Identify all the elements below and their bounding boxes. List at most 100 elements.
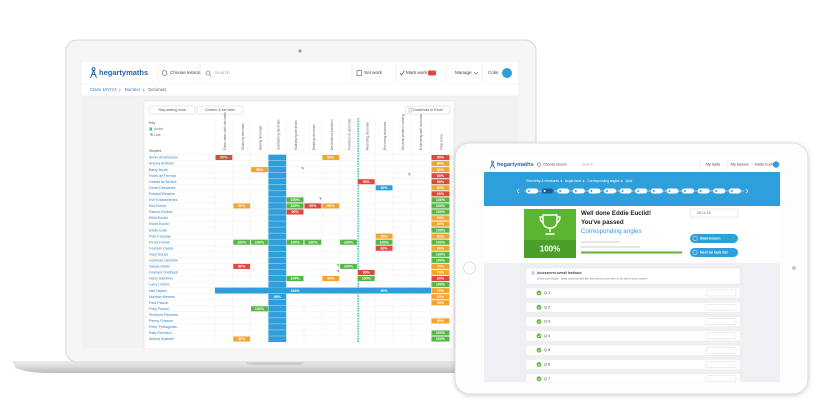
progress-step[interactable] [682,188,694,194]
student-name[interactable]: Pete Faraday [149,234,171,238]
button[interactable] [196,105,244,115]
question-button[interactable] [705,332,737,340]
student-name[interactable]: Ella Euclid [149,204,166,208]
choose-lesson[interactable]: Choose lesson [543,162,567,166]
progress-step[interactable] [541,188,554,194]
question-label[interactable]: Q 6 [544,363,550,367]
button[interactable] [405,105,451,115]
question-row[interactable] [525,330,741,342]
progress-step[interactable] [619,188,632,194]
question-button[interactable] [705,304,737,311]
user-name[interactable]: Eddie Euclid [755,162,775,166]
my-tasks[interactable]: My tasks [706,162,720,166]
button-label[interactable]: Download to Excel [413,108,443,112]
button-label[interactable]: Next on task list [700,251,728,255]
student-name[interactable]: Barry Boole [149,168,168,172]
progress-step[interactable] [526,188,538,194]
button[interactable] [690,248,738,257]
student-name[interactable]: Eve Eratosthenes [149,198,178,202]
question-button[interactable] [705,361,737,368]
breadcrumb-item[interactable]: Corresponding angles [587,179,620,183]
progress-step[interactable] [650,188,663,194]
set-work[interactable]: Set work [364,70,383,75]
student-name[interactable]: Fiona Fourier [149,240,171,244]
progress-step[interactable] [713,188,726,194]
question-label[interactable]: Q 2 [544,305,550,309]
breadcrumb-item[interactable]: Geometry & measures [526,179,559,183]
progress-step[interactable] [604,188,616,194]
student-name[interactable]: Frank de Fermat [149,174,176,178]
progress-step[interactable] [728,188,741,194]
button[interactable] [148,105,196,115]
progress-step[interactable] [588,188,601,194]
button-label[interactable]: Start lesson [700,237,721,241]
student-name[interactable]: Denis Descartes [149,186,176,190]
student-name[interactable]: Gassa Godel [149,265,170,269]
student-name[interactable]: Graham Galois [149,246,173,250]
student-name[interactable]: Neil Napier [149,289,168,293]
student-name[interactable]: Penny Poisson [149,319,173,323]
user-avatar[interactable] [772,161,780,168]
student-name[interactable]: Elliot Euclid [149,216,168,220]
score-label: 70% [437,271,445,275]
score-label: 100% [436,252,446,256]
student-name[interactable]: Antony Aristotle [149,337,174,341]
student-name[interactable]: Ewan Euclid [149,222,169,226]
question-button[interactable] [705,318,737,325]
student-name[interactable]: Precious Pecorino [149,313,178,317]
button-label[interactable]: Stop setting work [158,108,186,112]
question-row[interactable] [525,302,741,313]
progress-step[interactable] [666,188,679,194]
question-button[interactable] [705,375,737,382]
student-name[interactable]: Paul Pascal [149,301,168,305]
question-label[interactable]: Q 4 [544,334,550,338]
question-row[interactable] [525,316,741,327]
question-check [536,319,542,324]
progress-step[interactable] [572,188,585,194]
question-label[interactable]: Q 7 [544,377,550,381]
user-avatar[interactable] [502,68,512,78]
mark-work[interactable]: Mark work [406,70,428,75]
student-name[interactable]: Edward Einstein [149,192,175,196]
user-name[interactable]: Colin [488,70,499,75]
chevron [745,188,749,194]
my-lessons[interactable]: My lessons [731,162,749,166]
student-name[interactable]: Norman Newton [149,295,175,299]
question-row[interactable] [525,359,741,370]
progress-dot [730,190,733,192]
student-name[interactable]: Eddie Euler [149,228,168,232]
question-label[interactable]: Q 3 [544,320,550,324]
breadcrumb-item[interactable]: Angle facts [565,179,582,183]
student-name[interactable]: Larry Leibniz [149,283,170,287]
student-name[interactable]: Gertrude Germain [149,259,178,263]
question-row[interactable] [525,373,741,384]
student-name[interactable]: Antony Aristotle [149,162,174,166]
student-name[interactable]: Graham Goldbach [149,271,178,275]
question-button[interactable] [705,289,737,297]
manage[interactable]: Manage [455,70,472,75]
progress-step[interactable] [697,188,710,194]
student-name[interactable]: Peter Pythagoras [149,325,177,329]
question-row[interactable] [525,287,741,299]
student-name[interactable]: Annie Archimedes [149,156,178,160]
question-row[interactable] [525,345,741,356]
progress-step[interactable] [557,188,570,194]
student-name[interactable]: Harry Hamilton [149,277,173,281]
breadcrumb-item[interactable]: Number [125,87,141,92]
breadcrumb-item[interactable]: Class 10Y/Y4 [90,87,117,92]
student-name[interactable]: Eamon Escher [149,210,173,214]
button[interactable] [690,234,738,243]
score-label: 90% [437,301,445,305]
button-label[interactable]: Confirm & set work [205,108,236,112]
question-label[interactable]: Q 1 [544,291,550,295]
choose-lesson[interactable]: Choose lesson [170,70,201,75]
student-name[interactable]: Raly Riemann [149,331,172,335]
search[interactable]: Search [215,70,230,75]
search[interactable]: Search [582,162,593,166]
question-label[interactable]: Q 5 [544,348,550,352]
question-button[interactable] [705,347,737,354]
student-name[interactable]: Gerald de Moivre [149,180,177,184]
student-name[interactable]: Polly Pascal [149,307,169,311]
progress-step[interactable] [635,188,648,194]
student-name[interactable]: Gary Gauss [149,252,168,256]
